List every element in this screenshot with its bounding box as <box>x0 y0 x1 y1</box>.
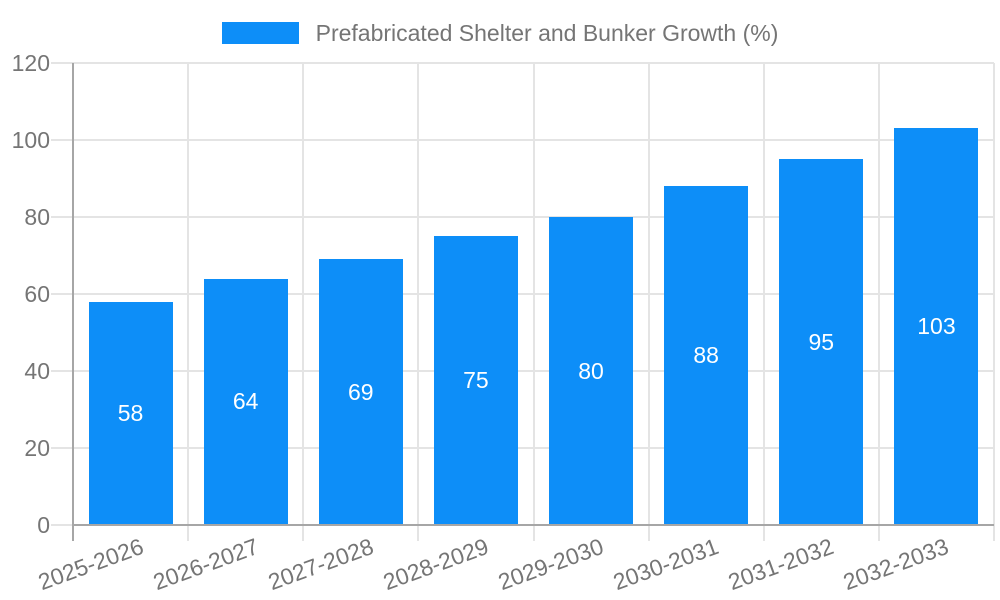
gridline-horizontal <box>51 370 994 372</box>
gridline-vertical <box>647 63 650 541</box>
gridline-horizontal <box>51 216 994 218</box>
gridline-horizontal <box>51 447 994 449</box>
y-axis-tick <box>51 524 73 526</box>
y-tick-label: 120 <box>11 50 50 76</box>
bar: 58 <box>88 301 173 525</box>
y-axis-line <box>72 63 74 541</box>
y-tick-label: 0 <box>37 512 50 538</box>
x-tick-label: 2025-2026 <box>34 533 147 596</box>
x-tick-label: 2029-2030 <box>494 533 607 596</box>
y-tick-label: 80 <box>24 204 50 230</box>
legend-label: Prefabricated Shelter and Bunker Growth … <box>315 19 779 46</box>
gridline-vertical <box>187 63 190 541</box>
gridline-vertical <box>532 63 535 541</box>
legend-swatch <box>221 22 299 44</box>
x-tick-label: 2032-2033 <box>840 533 953 596</box>
x-axis-line <box>72 524 994 526</box>
bar-value-label: 58 <box>117 399 144 426</box>
x-tick-label: 2026-2027 <box>149 533 262 596</box>
x-tick-label: 2030-2031 <box>609 533 723 596</box>
gridline-horizontal <box>51 293 994 295</box>
gridline-vertical <box>993 63 995 541</box>
x-tick-label: 2028-2029 <box>379 533 492 596</box>
bar-value-label: 95 <box>808 328 835 355</box>
bar-value-label: 64 <box>232 388 259 415</box>
gridline-horizontal <box>51 62 994 64</box>
gridline-vertical <box>417 63 420 541</box>
bar-value-label: 75 <box>463 367 489 394</box>
y-tick-label: 20 <box>24 435 50 461</box>
y-tick-label: 60 <box>24 281 50 307</box>
bar-value-label: 80 <box>578 357 604 384</box>
bar: 88 <box>664 186 749 525</box>
bar: 80 <box>549 217 634 525</box>
gridline-vertical <box>302 63 305 541</box>
gridline-vertical <box>762 63 765 541</box>
y-tick-label: 40 <box>24 358 50 384</box>
gridline-vertical <box>877 63 880 541</box>
bar: 64 <box>203 278 288 525</box>
bar-value-label: 69 <box>348 378 374 405</box>
bar: 69 <box>318 259 403 525</box>
x-tick-label: 2031-2032 <box>724 533 838 596</box>
bar: 95 <box>779 159 864 525</box>
bar-value-label: 103 <box>917 313 956 340</box>
x-tick-label: 2027-2028 <box>264 533 377 596</box>
legend: Prefabricated Shelter and Bunker Growth … <box>0 18 1000 48</box>
bar: 103 <box>894 128 979 525</box>
bar: 75 <box>433 236 518 525</box>
y-tick-label: 100 <box>11 127 50 153</box>
gridline-horizontal <box>51 139 994 141</box>
bar-value-label: 88 <box>693 342 719 369</box>
